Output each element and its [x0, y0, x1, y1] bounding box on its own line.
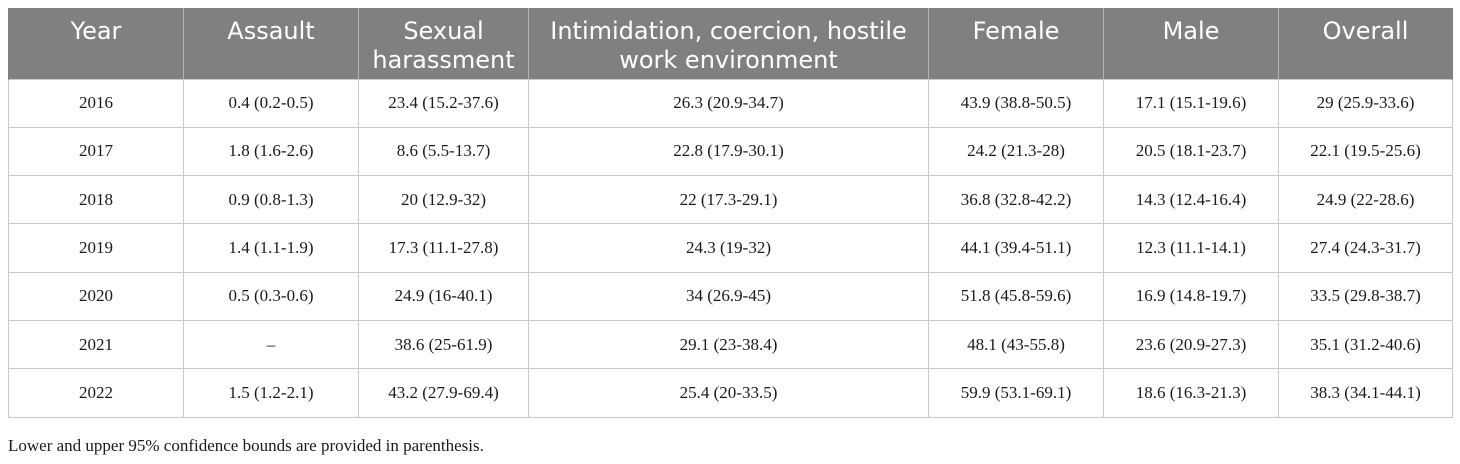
cell-female: 24.2 (21.3-28): [928, 126, 1104, 177]
table-row: 2020 0.5 (0.3-0.6) 24.9 (16-40.1) 34 (26…: [8, 271, 1453, 321]
cell-male: 14.3 (12.4-16.4): [1103, 175, 1279, 225]
cell-sexual-harassment: 43.2 (27.9-69.4): [358, 368, 529, 418]
cell-female: 59.9 (53.1-69.1): [928, 368, 1104, 418]
cell-female: 43.9 (38.8-50.5): [928, 78, 1104, 128]
cell-year: 2020: [8, 271, 184, 321]
header-row: Year Assault Sexual harassment Intimidat…: [8, 8, 1453, 79]
cell-intimidation: 25.4 (20-33.5): [528, 368, 929, 418]
cell-assault: 1.8 (1.6-2.6): [183, 126, 359, 177]
header-overall: Overall: [1278, 8, 1453, 79]
data-table: Year Assault Sexual harassment Intimidat…: [8, 8, 1453, 418]
header-year: Year: [8, 8, 184, 79]
cell-sexual-harassment: 38.6 (25-61.9): [358, 319, 529, 370]
cell-male: 12.3 (11.1-14.1): [1103, 223, 1279, 273]
header-male: Male: [1103, 8, 1279, 79]
cell-male: 18.6 (16.3-21.3): [1103, 368, 1279, 418]
cell-female: 48.1 (43-55.8): [928, 319, 1104, 370]
table-row: 2021 – 38.6 (25-61.9) 29.1 (23-38.4) 48.…: [8, 319, 1453, 370]
cell-assault: 1.5 (1.2-2.1): [183, 368, 359, 418]
cell-male: 20.5 (18.1-23.7): [1103, 126, 1279, 177]
header-sexual-harassment: Sexual harassment: [358, 8, 529, 79]
cell-intimidation: 22 (17.3-29.1): [528, 175, 929, 225]
table-header: Year Assault Sexual harassment Intimidat…: [8, 8, 1453, 79]
data-table-container: Year Assault Sexual harassment Intimidat…: [8, 8, 1453, 418]
cell-intimidation: 29.1 (23-38.4): [528, 319, 929, 370]
cell-intimidation: 34 (26.9-45): [528, 271, 929, 321]
cell-year: 2016: [8, 78, 184, 128]
cell-male: 17.1 (15.1-19.6): [1103, 78, 1279, 128]
cell-year: 2019: [8, 223, 184, 273]
table-row: 2018 0.9 (0.8-1.3) 20 (12.9-32) 22 (17.3…: [8, 175, 1453, 225]
cell-assault: 1.4 (1.1-1.9): [183, 223, 359, 273]
cell-female: 51.8 (45.8-59.6): [928, 271, 1104, 321]
cell-year: 2021: [8, 319, 184, 370]
header-intimidation: Intimidation, coercion, hostile work env…: [528, 8, 929, 79]
table-footnote: Lower and upper 95% confidence bounds ar…: [8, 436, 484, 455]
cell-year: 2022: [8, 368, 184, 418]
cell-overall: 35.1 (31.2-40.6): [1278, 319, 1453, 370]
cell-sexual-harassment: 20 (12.9-32): [358, 175, 529, 225]
header-female: Female: [928, 8, 1104, 79]
cell-sexual-harassment: 24.9 (16-40.1): [358, 271, 529, 321]
cell-male: 16.9 (14.8-19.7): [1103, 271, 1279, 321]
cell-overall: 33.5 (29.8-38.7): [1278, 271, 1453, 321]
cell-female: 44.1 (39.4-51.1): [928, 223, 1104, 273]
table-row: 2022 1.5 (1.2-2.1) 43.2 (27.9-69.4) 25.4…: [8, 368, 1453, 418]
header-assault: Assault: [183, 8, 359, 79]
cell-overall: 22.1 (19.5-25.6): [1278, 126, 1453, 177]
cell-sexual-harassment: 17.3 (11.1-27.8): [358, 223, 529, 273]
cell-overall: 29 (25.9-33.6): [1278, 78, 1453, 128]
table-row: 2019 1.4 (1.1-1.9) 17.3 (11.1-27.8) 24.3…: [8, 223, 1453, 273]
cell-overall: 24.9 (22-28.6): [1278, 175, 1453, 225]
cell-overall: 27.4 (24.3-31.7): [1278, 223, 1453, 273]
table-row: 2017 1.8 (1.6-2.6) 8.6 (5.5-13.7) 22.8 (…: [8, 126, 1453, 177]
cell-male: 23.6 (20.9-27.3): [1103, 319, 1279, 370]
cell-intimidation: 22.8 (17.9-30.1): [528, 126, 929, 177]
cell-intimidation: 26.3 (20.9-34.7): [528, 78, 929, 128]
table-row: 2016 0.4 (0.2-0.5) 23.4 (15.2-37.6) 26.3…: [8, 78, 1453, 128]
cell-sexual-harassment: 8.6 (5.5-13.7): [358, 126, 529, 177]
cell-overall: 38.3 (34.1-44.1): [1278, 368, 1453, 418]
cell-assault: –: [183, 319, 359, 370]
cell-intimidation: 24.3 (19-32): [528, 223, 929, 273]
cell-female: 36.8 (32.8-42.2): [928, 175, 1104, 225]
cell-year: 2018: [8, 175, 184, 225]
cell-assault: 0.5 (0.3-0.6): [183, 271, 359, 321]
table-body: 2016 0.4 (0.2-0.5) 23.4 (15.2-37.6) 26.3…: [8, 78, 1453, 418]
cell-assault: 0.9 (0.8-1.3): [183, 175, 359, 225]
cell-sexual-harassment: 23.4 (15.2-37.6): [358, 78, 529, 128]
cell-assault: 0.4 (0.2-0.5): [183, 78, 359, 128]
cell-year: 2017: [8, 126, 184, 177]
